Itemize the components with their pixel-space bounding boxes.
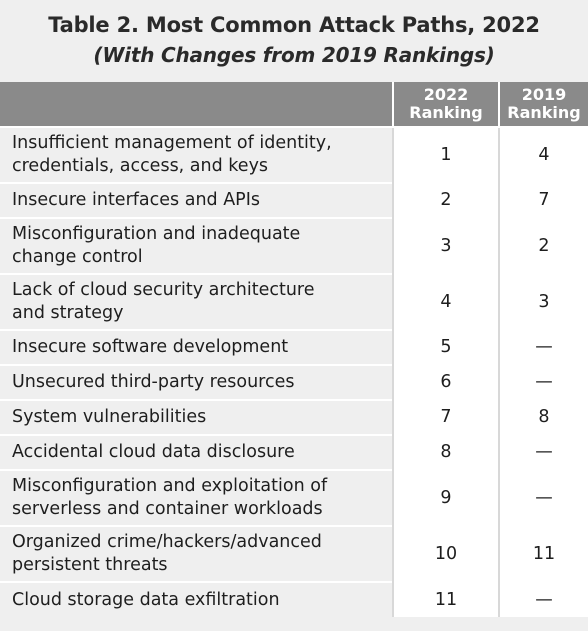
- attack-path-line: Insufficient management of identity,: [12, 133, 332, 153]
- table-row: Unsecured third-party resources 6 —: [0, 364, 588, 400]
- rank-2019-cell: 8: [498, 399, 588, 435]
- header-2019-label: Ranking: [507, 103, 581, 122]
- attack-path-line: and strategy: [12, 303, 124, 323]
- table-row: Cloud storage data exfiltration 11 —: [0, 581, 588, 617]
- attack-path-line: Cloud storage data exfiltration: [12, 589, 280, 610]
- table-row: System vulnerabilities 7 8: [0, 399, 588, 435]
- rank-2022-cell: 5: [392, 329, 499, 365]
- rank-2022-cell: 2: [392, 182, 499, 218]
- header-2019-year: 2019: [521, 85, 567, 104]
- attack-path-line: Misconfiguration and inadequate: [12, 224, 301, 244]
- table-row: Insufficient management of identity, cre…: [0, 126, 588, 183]
- attack-path-cell: Insecure software development: [0, 329, 393, 365]
- title-block: Table 2. Most Common Attack Paths, 2022 …: [0, 0, 588, 82]
- rank-2019-cell: —: [498, 581, 588, 617]
- rank-2019-cell: 11: [498, 525, 588, 582]
- rank-2019-cell: 2: [498, 217, 588, 274]
- rank-2022-cell: 4: [392, 273, 499, 330]
- rank-2019-cell: —: [498, 329, 588, 365]
- rank-2019-cell: —: [498, 364, 588, 400]
- attack-path-cell: Cloud storage data exfiltration: [0, 581, 393, 617]
- rank-2022-cell: 8: [392, 434, 499, 470]
- header-2019-ranking: 2019 Ranking: [498, 82, 588, 127]
- attack-path-cell: Organized crime/hackers/advanced persist…: [0, 525, 393, 582]
- attack-paths-table: 2022 Ranking 2019 Ranking Insufficient m…: [0, 82, 588, 617]
- attack-path-line: Lack of cloud security architecture: [12, 280, 315, 300]
- table-row: Organized crime/hackers/advanced persist…: [0, 525, 588, 582]
- rank-2019-cell: 4: [498, 126, 588, 183]
- rank-2022-cell: 3: [392, 217, 499, 274]
- attack-path-cell: Unsecured third-party resources: [0, 364, 393, 400]
- rank-2022-cell: 6: [392, 364, 499, 400]
- rank-2022-cell: 7: [392, 399, 499, 435]
- attack-path-line: System vulnerabilities: [12, 407, 207, 427]
- rank-2022-cell: 10: [392, 525, 499, 582]
- attack-path-line: change control: [12, 247, 143, 267]
- table-row: Accidental cloud data disclosure 8 —: [0, 434, 588, 470]
- attack-path-cell: Misconfiguration and exploitation of ser…: [0, 469, 393, 526]
- attack-path-line: serverless and container workloads: [12, 499, 323, 519]
- table-row: Misconfiguration and inadequate change c…: [0, 217, 588, 274]
- attack-path-line: Unsecured third-party resources: [12, 372, 295, 392]
- attack-path-line: Organized crime/hackers/advanced: [12, 532, 322, 552]
- attack-path-cell: Misconfiguration and inadequate change c…: [0, 217, 393, 274]
- attack-path-cell: Insufficient management of identity, cre…: [0, 126, 393, 183]
- rank-2022-cell: 1: [392, 126, 499, 183]
- attack-path-line: credentials, access, and keys: [12, 156, 269, 176]
- rank-2019-cell: —: [498, 469, 588, 526]
- attack-path-line: Accidental cloud data disclosure: [12, 442, 295, 462]
- rank-2019-cell: 7: [498, 182, 588, 218]
- attack-path-line: Insecure interfaces and APIs: [12, 190, 261, 210]
- rank-2022-cell: 9: [392, 469, 499, 526]
- rank-2019-cell: 3: [498, 273, 588, 330]
- table-row: Insecure interfaces and APIs 2 7: [0, 182, 588, 218]
- header-2022-ranking: 2022 Ranking: [392, 82, 499, 127]
- table-title: Table 2. Most Common Attack Paths, 2022: [48, 13, 540, 37]
- header-path: [0, 82, 393, 127]
- rank-2022-cell: 11: [392, 581, 499, 617]
- table-row: Lack of cloud security architecture and …: [0, 273, 588, 330]
- attack-path-line: persistent threats: [12, 555, 168, 575]
- attack-path-line: Misconfiguration and exploitation of: [12, 476, 328, 496]
- rank-2019-cell: —: [498, 434, 588, 470]
- table-subtitle: (With Changes from 2019 Rankings): [93, 43, 495, 67]
- header-row: 2022 Ranking 2019 Ranking: [0, 82, 588, 127]
- table-row: Insecure software development 5 —: [0, 329, 588, 365]
- header-2022-label: Ranking: [409, 103, 483, 122]
- attack-path-cell: System vulnerabilities: [0, 399, 393, 435]
- table-row: Misconfiguration and exploitation of ser…: [0, 469, 588, 526]
- attack-path-line: Insecure software development: [12, 337, 289, 357]
- attack-path-cell: Lack of cloud security architecture and …: [0, 273, 393, 330]
- attack-path-cell: Insecure interfaces and APIs: [0, 182, 393, 218]
- header-2022-year: 2022: [423, 85, 469, 104]
- attack-path-cell: Accidental cloud data disclosure: [0, 434, 393, 470]
